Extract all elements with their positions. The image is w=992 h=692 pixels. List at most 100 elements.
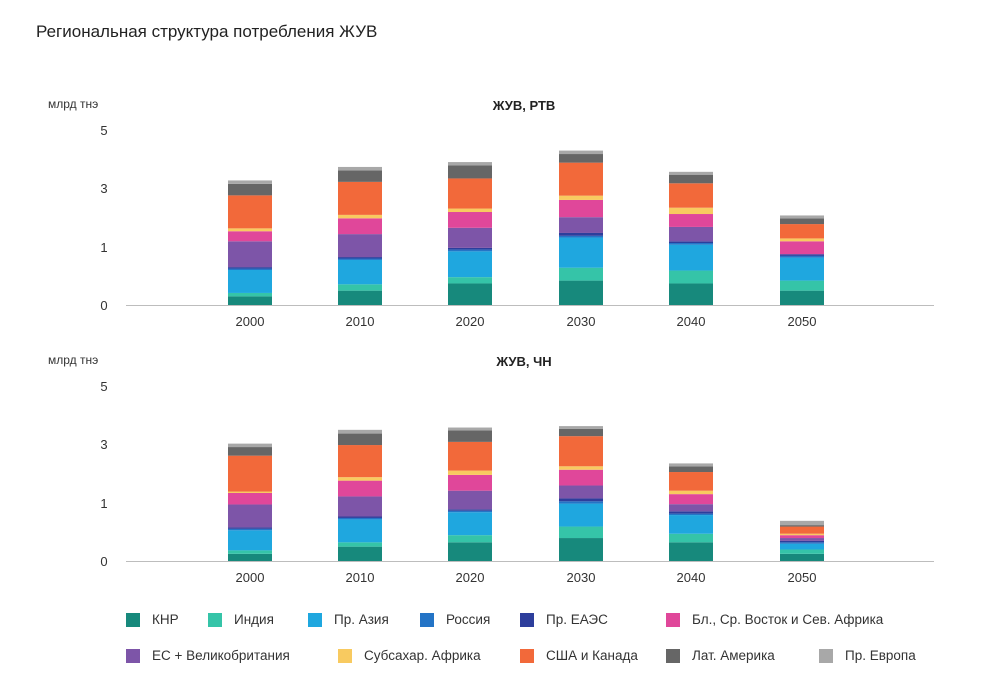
legend-swatch [126,648,140,663]
bar-segment-europe [228,443,272,448]
bar-segment-europe [780,215,824,219]
bar-segment-eaes [669,241,713,244]
bar-segment-eu [448,227,492,248]
bar-segment-asia [559,237,603,268]
bar-segment-russia [228,268,272,270]
bar-segment-ssa [228,228,272,232]
legend-item-russia: Россия [420,612,490,627]
legend-item-usa: США и Канада [520,648,638,663]
bar-segment-ssa [338,214,382,219]
bar-stack-2030 [559,150,603,305]
legend-label: Субсахар. Африка [364,648,481,663]
bar-segment-russia [448,510,492,513]
bar-segment-india [780,280,824,291]
legend-swatch [338,648,352,663]
bar-segment-kit [669,542,713,562]
bar-segment-eu [448,490,492,510]
bar-segment-usa [559,436,603,467]
y-tick-label: 1 [100,496,107,511]
bar-segment-europe [448,427,492,431]
bar-segment-eaes [228,267,272,269]
bar-segment-kit [448,542,492,562]
x-tick-label: 2040 [677,314,706,329]
bar-segment-asia [228,530,272,551]
x-tick-label: 2000 [236,314,265,329]
x-tick-label: 2010 [346,314,375,329]
x-tick-label: 2050 [788,570,817,585]
bar-segment-india [559,267,603,281]
legend-label: Пр. Азия [334,612,389,627]
x-tick-label: 2030 [567,570,596,585]
bar-segment-europe [338,166,382,171]
bar-segment-usa [669,472,713,491]
legend-label: Бл., Ср. Восток и Сев. Африка [692,612,884,627]
bar-segment-kit [780,553,824,561]
legend-item-ssa: Субсахар. Африка [338,648,481,663]
bar-segment-mena [228,492,272,505]
charts-canvas: ЖУВ, РТВ млрд тнэ 0 1 3 5 2000 2010 2020 2030 2040… [48,97,934,585]
bar-segment-mena [228,231,272,242]
bar-segment-latam [780,218,824,225]
bar-segment-eu [228,504,272,528]
bar-segment-asia [338,519,382,543]
bar-segment-europe [448,162,492,166]
bar-segment-asia [780,543,824,550]
bar-segment-mena [669,494,713,505]
bar-segment-ssa [669,490,713,495]
bar-segment-russia [228,528,272,531]
x-tick-label: 2030 [567,314,596,329]
bar-segment-ssa [448,470,492,475]
bar-segment-india [559,526,603,539]
bar-segment-usa [338,445,382,478]
bar-segment-ssa [338,477,382,481]
chart-title: ЖУВ, РТВ [492,98,556,113]
legend-label: Россия [446,612,491,627]
bar-segment-usa [780,224,824,239]
x-tick-label: 2020 [456,314,485,329]
bar-segment-latam [780,525,824,527]
bar-segment-kit [338,546,382,561]
legend-item-eaes: Пр. ЕАЭС [520,612,608,627]
bar-segment-europe [559,150,603,155]
bar-stack-2050 [780,215,824,305]
bar-segment-russia [780,255,824,258]
y-tick-label: 5 [100,379,107,394]
bar-segment-asia [338,259,382,285]
y-tick-label: 1 [100,240,107,255]
x-tick-label: 2000 [236,570,265,585]
y-tick-label: 5 [100,123,107,138]
bar-segment-mena [448,474,492,491]
legend-swatch [520,612,534,627]
bar-segment-asia [448,251,492,278]
chart-panel-2: ЖУВ, ЧН млрд тнэ 0 1 3 5 2000 2010 2020 2030 2040 2… [48,353,934,585]
bar-segment-ssa [780,238,824,242]
bar-segment-eu [338,234,382,258]
bar-segment-latam [669,174,713,184]
bar-segment-mena [669,214,713,227]
x-tick-label: 2040 [677,570,706,585]
y-tick-label: 0 [100,298,107,313]
bar-segment-latam [559,428,603,437]
bar-segment-india [228,550,272,554]
bar-segment-eaes [559,232,603,236]
bar-segment-india [448,277,492,284]
bar-segment-ssa [448,208,492,213]
legend-label: Индия [234,612,274,627]
legend-swatch [308,612,322,627]
bar-segment-eu [669,504,713,512]
bar-segment-eaes [338,516,382,518]
legend-item-latam: Лат. Америка [666,648,775,663]
bar-segment-asia [669,244,713,271]
y-tick-label: 3 [100,181,107,196]
bar-segment-mena [780,535,824,539]
bar-segment-eaes [669,511,713,514]
bar-stack-2050 [780,520,824,561]
x-tick-label: 2050 [788,314,817,329]
legend-item-kit: КНР [126,612,179,627]
bar-segment-kit [669,283,713,305]
bar-segment-eu [338,496,382,517]
legend: КНР Индия Пр. Азия Россия Пр. ЕАЭС Бл., Ср. В… [126,612,946,682]
bar-stack-2020 [448,162,492,305]
bar-segment-eu [228,241,272,268]
bar-segment-ssa [669,207,713,215]
